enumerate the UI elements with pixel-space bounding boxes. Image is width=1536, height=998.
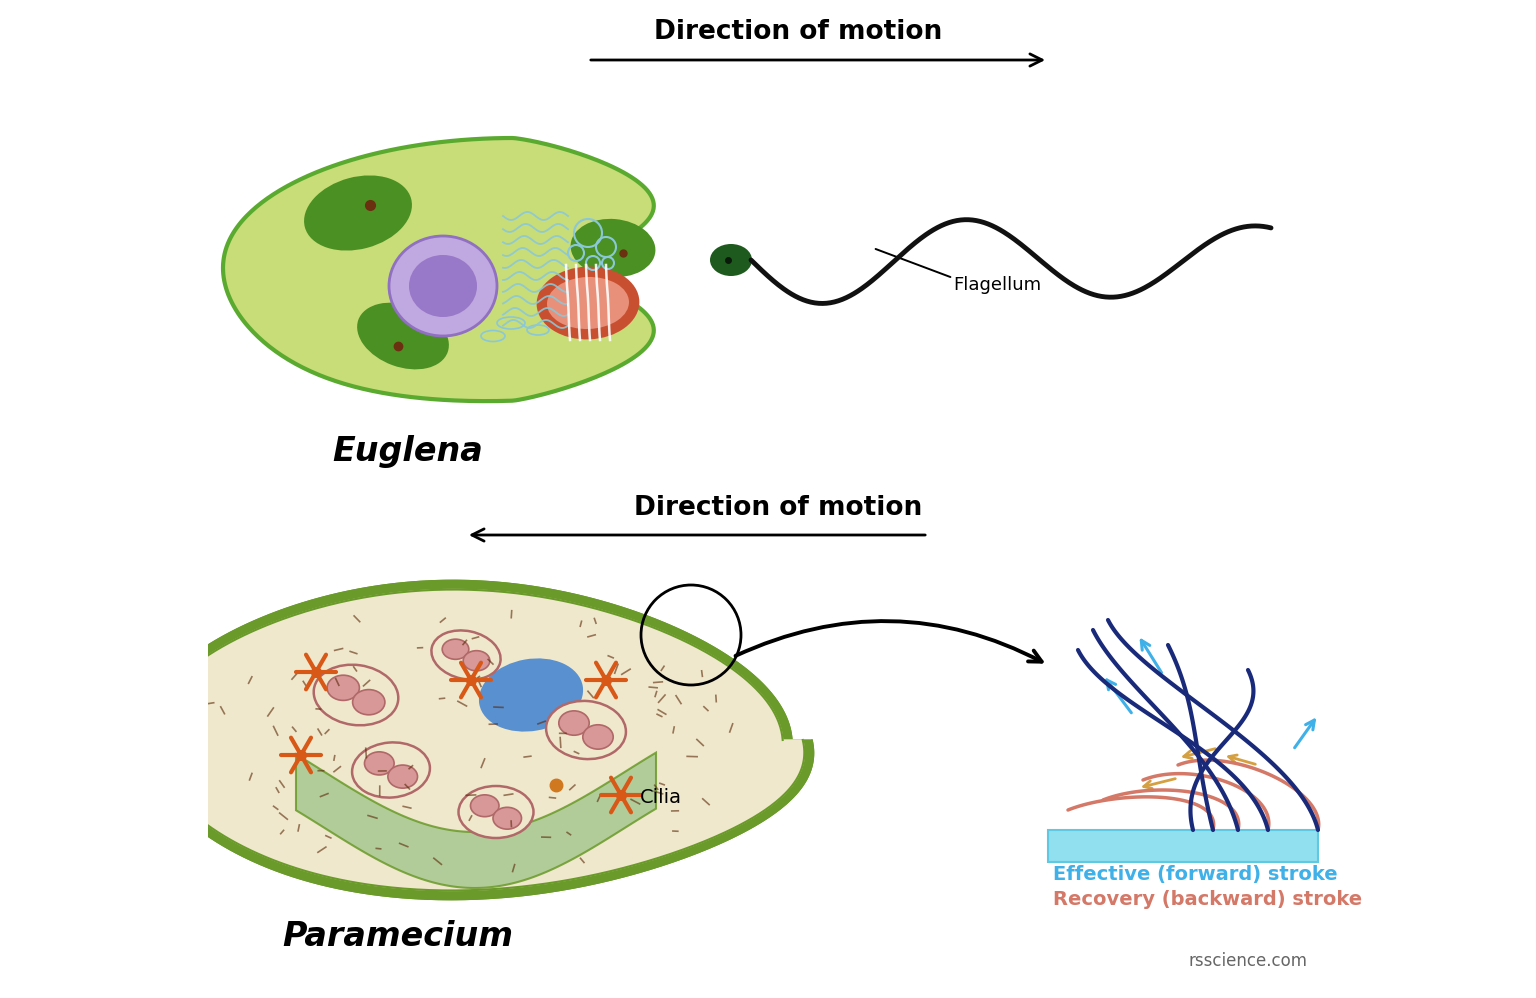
- Text: Euglena: Euglena: [333, 435, 484, 468]
- Text: Paramecium: Paramecium: [283, 920, 513, 953]
- Polygon shape: [223, 138, 654, 401]
- Ellipse shape: [493, 807, 522, 829]
- Ellipse shape: [710, 244, 753, 276]
- Ellipse shape: [313, 665, 398, 726]
- Ellipse shape: [352, 743, 430, 797]
- Text: Cilia: Cilia: [641, 788, 682, 807]
- Ellipse shape: [409, 255, 478, 317]
- Ellipse shape: [327, 676, 359, 701]
- Text: Direction of motion: Direction of motion: [654, 19, 942, 45]
- Ellipse shape: [389, 236, 498, 336]
- Ellipse shape: [582, 725, 613, 749]
- Ellipse shape: [358, 302, 449, 369]
- Ellipse shape: [547, 701, 627, 759]
- Ellipse shape: [570, 219, 656, 277]
- Bar: [1048, 830, 1318, 862]
- Polygon shape: [140, 581, 814, 899]
- Ellipse shape: [353, 690, 386, 715]
- Polygon shape: [296, 752, 656, 888]
- Ellipse shape: [304, 176, 412, 250]
- Text: Flagellum: Flagellum: [952, 276, 1041, 294]
- Ellipse shape: [364, 751, 395, 775]
- Ellipse shape: [470, 794, 499, 816]
- Ellipse shape: [389, 765, 418, 788]
- Ellipse shape: [442, 639, 468, 660]
- Ellipse shape: [432, 631, 501, 680]
- Polygon shape: [170, 610, 783, 870]
- Text: rsscience.com: rsscience.com: [1189, 952, 1309, 970]
- Ellipse shape: [559, 711, 590, 736]
- Polygon shape: [149, 590, 805, 890]
- Text: Effective (forward) stroke: Effective (forward) stroke: [1054, 865, 1338, 884]
- Ellipse shape: [459, 786, 533, 838]
- Ellipse shape: [479, 659, 584, 732]
- Ellipse shape: [464, 651, 490, 671]
- Ellipse shape: [547, 277, 628, 329]
- Ellipse shape: [538, 268, 637, 338]
- Text: Direction of motion: Direction of motion: [634, 495, 922, 521]
- Text: Recovery (backward) stroke: Recovery (backward) stroke: [1054, 890, 1362, 909]
